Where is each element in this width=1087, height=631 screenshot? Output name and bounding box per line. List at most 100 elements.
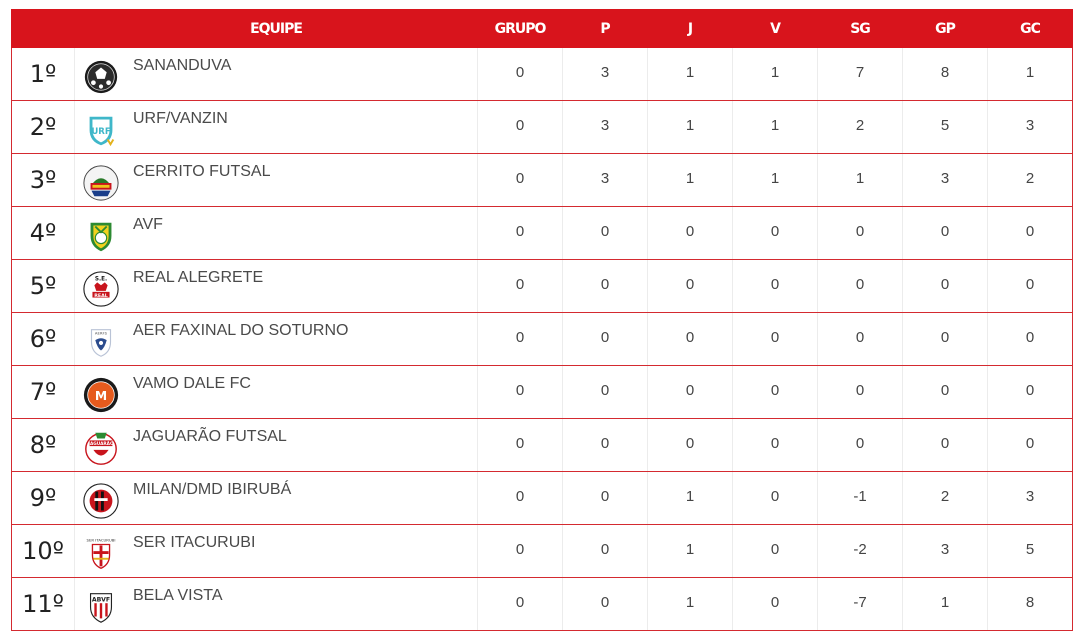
team-cell[interactable]: MILAN/DMD IBIRUBÁ (74, 471, 478, 525)
team-name[interactable]: CERRITO FUTSAL (133, 163, 271, 180)
cell-points: 0 (562, 312, 648, 366)
svg-text:JAGUARÃO: JAGUARÃO (87, 440, 114, 447)
cell-grupo: 0 (477, 100, 563, 154)
cell-grupo: 0 (477, 471, 563, 525)
team-name[interactable]: BELA VISTA (133, 587, 223, 604)
svg-text:SER ITACURUBI: SER ITACURUBI (87, 538, 116, 543)
header-goals-against[interactable]: GC (987, 9, 1073, 48)
cell-wins: 0 (732, 206, 818, 260)
team-name[interactable]: SANANDUVA (133, 57, 232, 74)
cell-goals-against: 3 (987, 471, 1073, 525)
team-wrapper: JAGUARÃO JAGUARÃO FUTSAL (75, 428, 477, 467)
header-games[interactable]: J (647, 9, 733, 48)
cell-games: 1 (647, 153, 733, 207)
header-points[interactable]: P (562, 9, 648, 48)
cell-points: 3 (562, 100, 648, 154)
cell-grupo: 0 (477, 524, 563, 578)
team-cell[interactable]: ABVF BELA VISTA (74, 577, 478, 631)
cell-games: 0 (647, 365, 733, 419)
cell-goals-for: 0 (902, 259, 988, 313)
table-row[interactable]: 10º SER ITACURUBI SER ITACURUBI 0 0 1 0 -2 3 5 (11, 524, 1073, 578)
cell-grupo: 0 (477, 153, 563, 207)
team-cell[interactable]: CERRITO FUTSAL (74, 153, 478, 207)
table-row[interactable]: 2º URF URF/VANZIN 0 3 1 1 2 5 3 (11, 100, 1073, 154)
table-row[interactable]: 8º JAGUARÃO JAGUARÃO FUTSAL 0 0 0 0 0 0 0 (11, 418, 1073, 472)
position-cell: 4º (11, 206, 75, 260)
cell-goals-for: 3 (902, 524, 988, 578)
cell-goals-for: 0 (902, 312, 988, 366)
cell-goals-for: 8 (902, 47, 988, 101)
cell-goals-against: 2 (987, 153, 1073, 207)
team-cell[interactable]: AERFS AER FAXINAL DO SOTURNO (74, 312, 478, 366)
svg-text:AERFS: AERFS (95, 330, 108, 335)
table-row[interactable]: 3º CERRITO FUTSAL 0 3 1 1 1 3 2 (11, 153, 1073, 207)
cell-goals-against: 3 (987, 100, 1073, 154)
table-row[interactable]: 6º AERFS AER FAXINAL DO SOTURNO 0 0 0 0 0 0 0 (11, 312, 1073, 366)
cell-goals-for: 3 (902, 153, 988, 207)
standings-table: EQUIPE GRUPO P J V SG GP GC 1º SANANDUVA 0… (11, 9, 1073, 631)
header-goal-difference[interactable]: SG (817, 9, 903, 48)
header-wins[interactable]: V (732, 9, 818, 48)
cell-goals-for: 1 (902, 577, 988, 631)
cell-games: 1 (647, 577, 733, 631)
position-cell: 2º (11, 100, 75, 154)
team-cell[interactable]: SANANDUVA (74, 47, 478, 101)
cell-games: 0 (647, 312, 733, 366)
team-cell[interactable]: URF URF/VANZIN (74, 100, 478, 154)
team-cell[interactable]: JAGUARÃO JAGUARÃO FUTSAL (74, 418, 478, 472)
team-name[interactable]: MILAN/DMD IBIRUBÁ (133, 481, 292, 498)
position-cell: 5º (11, 259, 75, 313)
cell-goals-against: 5 (987, 524, 1073, 578)
cell-grupo: 0 (477, 577, 563, 631)
cell-goal-difference: 2 (817, 100, 903, 154)
cell-goals-against: 0 (987, 312, 1073, 366)
team-cell[interactable]: M VAMO DALE FC (74, 365, 478, 419)
avf-shield-icon (82, 217, 120, 255)
team-name[interactable]: SER ITACURUBI (133, 534, 256, 551)
table-row[interactable]: 11º ABVF BELA VISTA 0 0 1 0 -7 1 8 (11, 577, 1073, 631)
cell-points: 3 (562, 47, 648, 101)
team-name[interactable]: JAGUARÃO FUTSAL (133, 428, 287, 445)
cell-points: 0 (562, 259, 648, 313)
cell-goals-against: 0 (987, 418, 1073, 472)
cell-games: 0 (647, 259, 733, 313)
cell-goals-for: 0 (902, 418, 988, 472)
table-row[interactable]: 7º M VAMO DALE FC 0 0 0 0 0 0 0 (11, 365, 1073, 419)
cell-goals-for: 2 (902, 471, 988, 525)
team-cell[interactable]: S.E. REAL REAL ALEGRETE (74, 259, 478, 313)
cell-games: 0 (647, 206, 733, 260)
team-name[interactable]: AER FAXINAL DO SOTURNO (133, 322, 349, 339)
cell-goals-for: 0 (902, 206, 988, 260)
cell-goal-difference: 1 (817, 153, 903, 207)
team-name[interactable]: AVF (133, 216, 163, 233)
cell-points: 0 (562, 206, 648, 260)
header-equipe[interactable]: EQUIPE (74, 9, 478, 48)
table-row[interactable]: 9º MILAN/DMD IBIRUBÁ 0 0 1 0 -1 2 3 (11, 471, 1073, 525)
abvf-shield-icon: ABVF (82, 588, 120, 626)
cell-goal-difference: -2 (817, 524, 903, 578)
team-name[interactable]: URF/VANZIN (133, 110, 228, 127)
header-grupo[interactable]: GRUPO (477, 9, 563, 48)
team-wrapper: AVF (75, 216, 477, 255)
cell-goal-difference: 0 (817, 418, 903, 472)
cell-games: 1 (647, 100, 733, 154)
header-goals-for[interactable]: GP (902, 9, 988, 48)
aer-faxinal-shield-icon: AERFS (82, 323, 120, 361)
team-cell[interactable]: SER ITACURUBI SER ITACURUBI (74, 524, 478, 578)
cell-points: 3 (562, 153, 648, 207)
team-name[interactable]: VAMO DALE FC (133, 375, 251, 392)
svg-text:ABVF: ABVF (92, 596, 110, 603)
team-wrapper: MILAN/DMD IBIRUBÁ (75, 481, 477, 520)
real-alegrete-crest-icon: S.E. REAL (82, 270, 120, 308)
cell-wins: 1 (732, 47, 818, 101)
soccer-ball-crest-icon (82, 58, 120, 96)
cell-wins: 0 (732, 312, 818, 366)
cell-goal-difference: -1 (817, 471, 903, 525)
table-row[interactable]: 1º SANANDUVA 0 3 1 1 7 8 1 (11, 47, 1073, 101)
table-row[interactable]: 4º AVF 0 0 0 0 0 0 0 (11, 206, 1073, 260)
team-name[interactable]: REAL ALEGRETE (133, 269, 264, 286)
cell-games: 1 (647, 47, 733, 101)
table-row[interactable]: 5º S.E. REAL REAL ALEGRETE 0 0 0 0 0 0 0 (11, 259, 1073, 313)
team-cell[interactable]: AVF (74, 206, 478, 260)
cell-grupo: 0 (477, 312, 563, 366)
